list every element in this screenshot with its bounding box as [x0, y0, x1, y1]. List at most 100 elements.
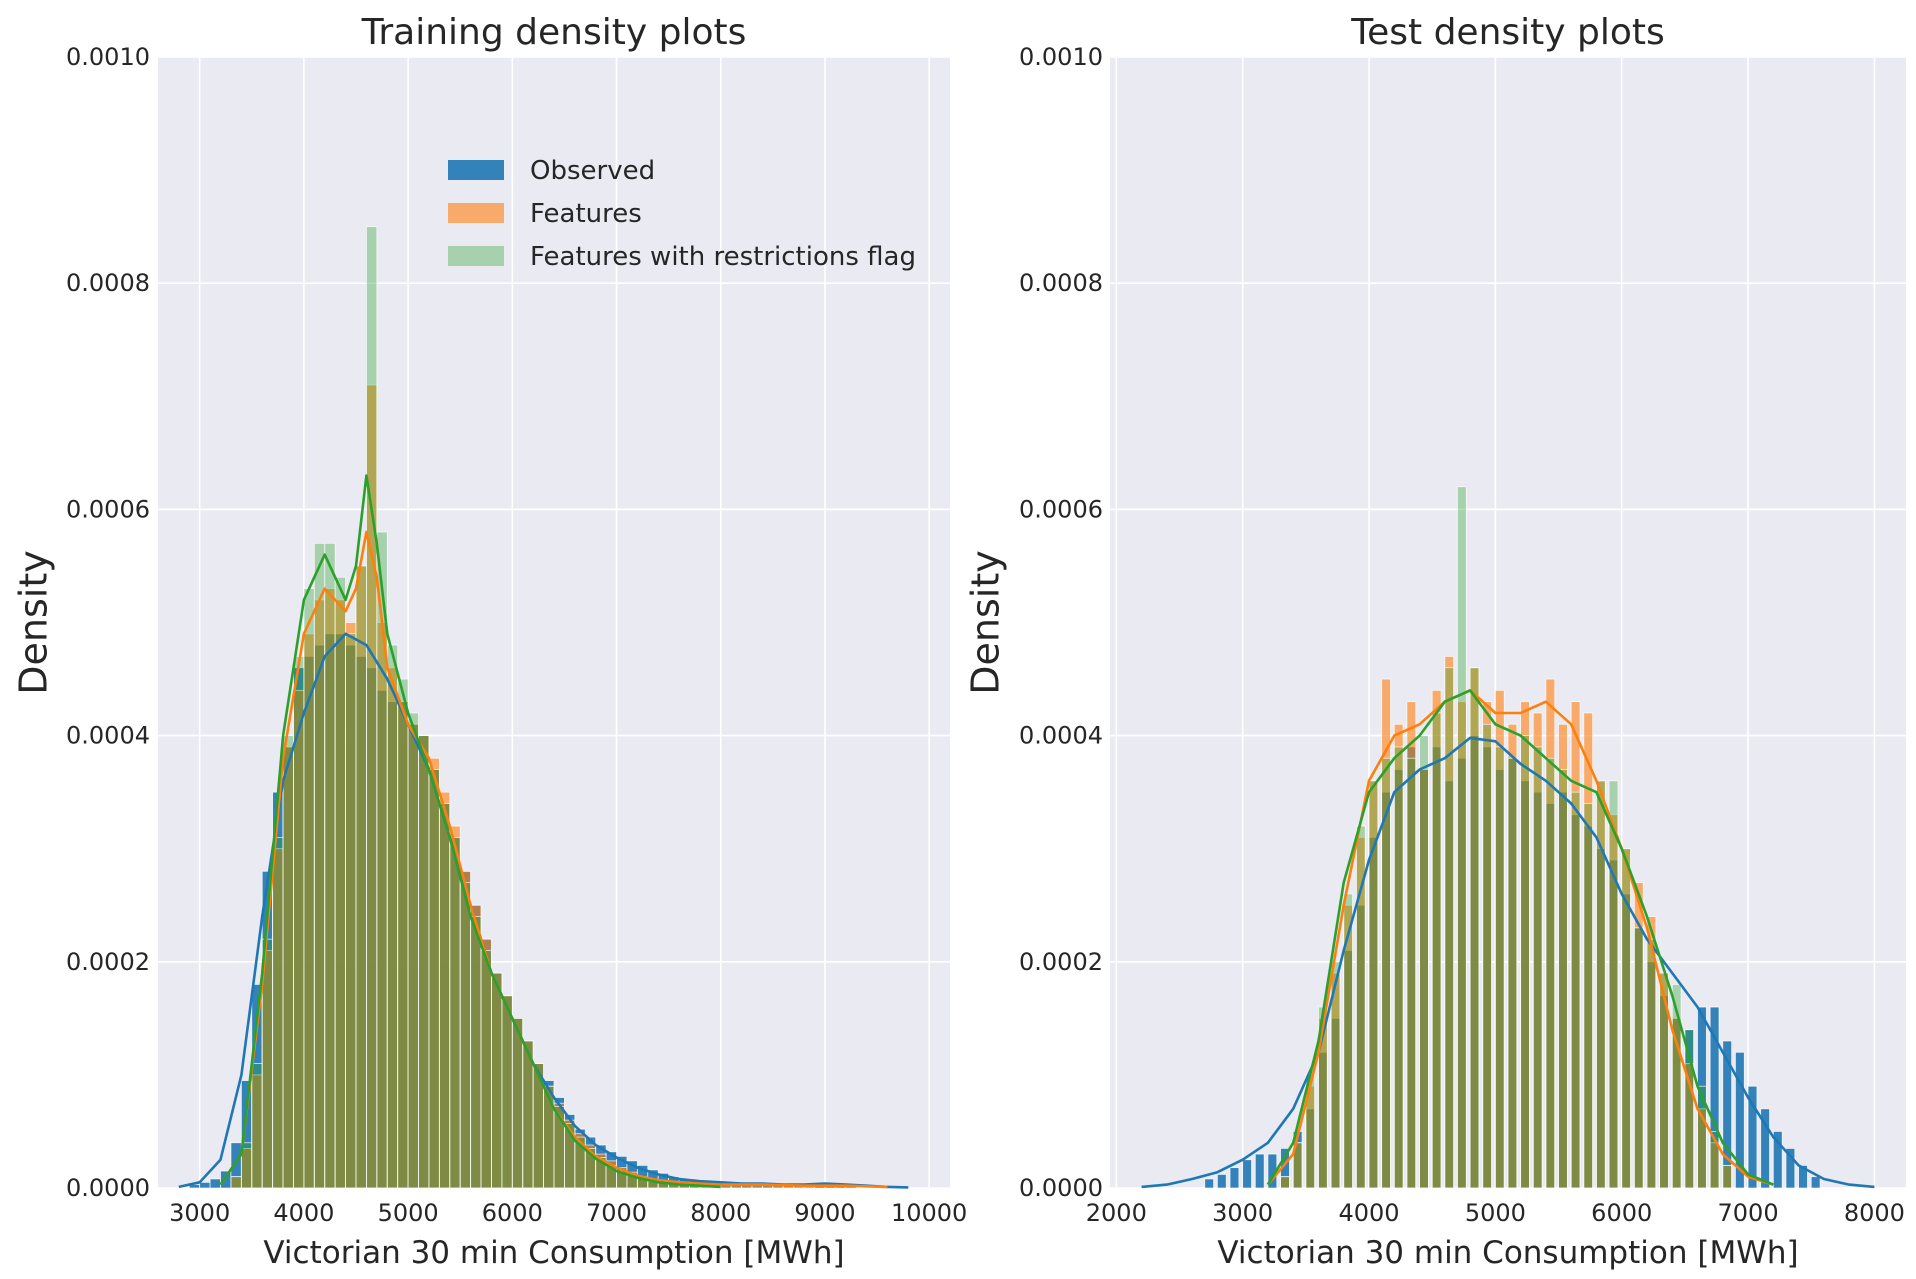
legend-swatch [448, 160, 504, 180]
x-axis-label: Victorian 30 min Consumption [MWh] [263, 1235, 844, 1271]
kde-line-1 [1266, 689, 1774, 1186]
histogram-bar [1747, 1085, 1758, 1189]
histogram-bar [1254, 1153, 1265, 1189]
x-tick-label: 3000 [169, 1199, 230, 1227]
histogram-bar [543, 1085, 555, 1189]
y-tick-label: 0.0004 [1019, 722, 1103, 750]
x-axis-label: Victorian 30 min Consumption [MWh] [1217, 1235, 1798, 1271]
y-tick-label: 0.0000 [1019, 1174, 1103, 1202]
y-tick-label: 0.0006 [1019, 495, 1103, 523]
x-tick-label: 2000 [1086, 1199, 1147, 1227]
x-tick-label: 3000 [1212, 1199, 1273, 1227]
histogram-bar [366, 226, 378, 1189]
histogram-bar [1520, 735, 1530, 1189]
histogram-bar [1596, 780, 1606, 1189]
histogram-bar [1204, 1178, 1215, 1189]
y-tick-label: 0.0002 [66, 948, 150, 976]
histogram-bar [1583, 803, 1594, 1189]
x-tick-label: 5000 [378, 1199, 439, 1227]
kde-line-2 [219, 474, 721, 1189]
histogram-bar [397, 678, 409, 1189]
legend: Observed Features Features with restrictio… [448, 156, 916, 272]
histogram-bar [1494, 746, 1505, 1189]
histogram-bar [199, 1181, 211, 1189]
series-bars-2 [1280, 486, 1733, 1189]
histogram-bar [334, 576, 346, 1189]
histogram-bar [1242, 1159, 1252, 1189]
histogram-bar [418, 735, 430, 1189]
histogram-bar [1722, 1164, 1733, 1189]
legend-label: Observed [530, 156, 655, 186]
histogram-bar [449, 836, 461, 1189]
histogram-bar [1798, 1164, 1808, 1189]
histogram-bar [459, 882, 472, 1189]
histogram-bar [501, 995, 513, 1189]
x-tick-label: 7000 [1718, 1199, 1779, 1227]
histogram-bar [355, 565, 367, 1189]
histogram-bar [251, 1063, 263, 1189]
y-tick-label: 0.0002 [1019, 948, 1103, 976]
x-tick-label: 8000 [690, 1199, 751, 1227]
histogram-bars [188, 226, 857, 1189]
x-tick-label: 4000 [1338, 1199, 1399, 1227]
histogram-bar [1684, 1029, 1695, 1189]
histogram-bar [1558, 769, 1568, 1189]
x-tick-label: 6000 [482, 1199, 543, 1227]
histogram-bar [1760, 1108, 1770, 1189]
chart-title: Training density plots [361, 12, 747, 53]
histogram-bar [1482, 723, 1492, 1189]
x-tick-label: 7000 [586, 1199, 647, 1227]
histogram-bar [293, 656, 305, 1189]
histogram-bar [345, 633, 357, 1189]
histogram-bar [1343, 893, 1353, 1189]
series-bars-2 [230, 226, 711, 1189]
histogram-bar [1646, 938, 1657, 1189]
y-tick-label: 0.0010 [1019, 43, 1103, 71]
legend-swatch [448, 203, 504, 223]
histogram-bar [1671, 984, 1682, 1189]
histogram-bar [1330, 961, 1341, 1189]
histogram-bar [1810, 1176, 1821, 1189]
histogram-bar [1431, 712, 1442, 1189]
histogram-bar [1229, 1167, 1240, 1189]
y-tick-label: 0.0010 [66, 43, 150, 71]
training-density-chart: 3000 4000 5000 6000 7000 8000 9000 10000 0.0000 0… [12, 12, 968, 1271]
histogram-bar [1469, 667, 1480, 1189]
histogram-bar [480, 950, 492, 1189]
histogram-bar [1697, 1085, 1707, 1189]
histogram-bar [470, 916, 482, 1189]
x-tick-label: 6000 [1591, 1199, 1652, 1227]
x-tick-label: 5000 [1465, 1199, 1526, 1227]
histogram-bar [1709, 1131, 1720, 1189]
histogram-bar [1608, 780, 1619, 1189]
histogram-bar [313, 542, 326, 1189]
histogram-bar [209, 1178, 221, 1189]
histogram-bar [428, 769, 440, 1189]
histogram-bar [511, 1017, 524, 1189]
histogram-bar [407, 712, 419, 1189]
kde-line-2 [1266, 689, 1774, 1186]
y-tick-label: 0.0006 [66, 495, 150, 523]
histogram-bar [1735, 1051, 1745, 1189]
histogram-bar [1292, 1142, 1303, 1189]
histogram-bar [1772, 1131, 1783, 1189]
y-tick-label: 0.0008 [66, 269, 150, 297]
x-tick-label: 4000 [273, 1199, 334, 1227]
y-axis-label: Density [964, 550, 1008, 694]
histogram-bar [1216, 1174, 1227, 1189]
x-tick-label: 8000 [1844, 1199, 1905, 1227]
histogram-bar [1532, 746, 1543, 1189]
histogram-bar [1621, 848, 1631, 1189]
histogram-bar [386, 644, 399, 1189]
histogram-bar [1570, 791, 1581, 1189]
histogram-bar [1785, 1148, 1796, 1189]
x-tick-label: 9000 [794, 1199, 855, 1227]
histogram-bar [272, 836, 284, 1189]
histogram-bar [1545, 757, 1556, 1189]
histogram-bar [1280, 1176, 1290, 1189]
y-tick-label: 0.0000 [66, 1174, 150, 1202]
histogram-bar [1393, 746, 1404, 1189]
histogram-bar [230, 1176, 242, 1189]
chart-title: Test density plots [1350, 12, 1665, 53]
